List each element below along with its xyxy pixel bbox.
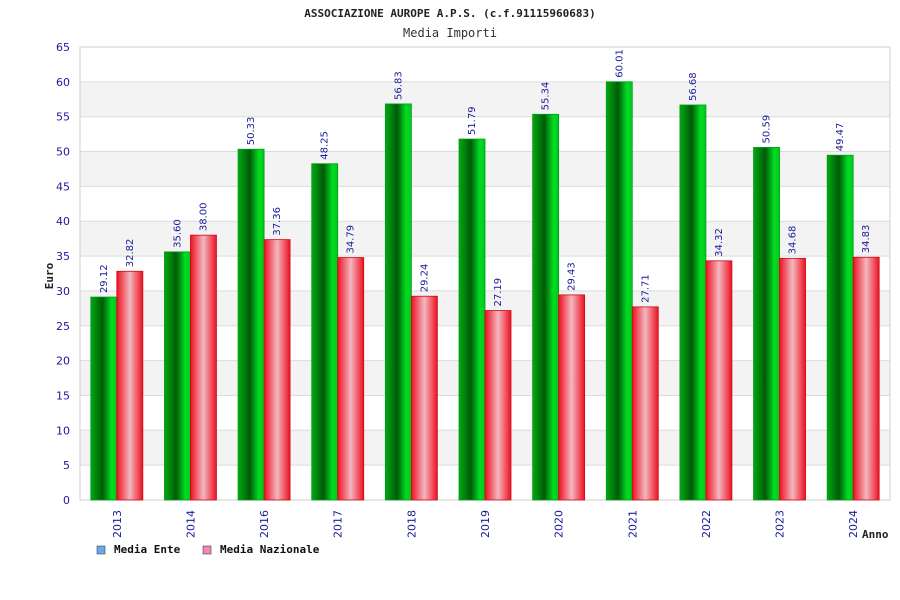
bar-media-ente-2018 [384,103,412,501]
value-label: 29.12 [99,264,110,293]
value-label: 50.33 [246,117,257,146]
value-label: 56.68 [688,72,699,101]
bar-media-ente-2020 [532,113,560,501]
y-tick-label: 55 [56,111,70,124]
value-label: 29.24 [419,264,430,293]
y-tick-label: 15 [56,389,70,402]
value-labels: 29.12 32.82 35.60 38.00 50.33 37.36 48.25 34.79… [99,49,872,306]
x-axis-label: Anno [862,528,889,541]
x-tick-label: 2019 [479,510,492,538]
value-label: 34.32 [714,228,725,257]
value-label: 34.79 [346,225,357,254]
x-tick-label: 2022 [700,510,713,538]
value-label: 27.71 [640,274,651,303]
y-tick-label: 40 [56,215,70,228]
grid-band [80,81,890,117]
x-tick-label: 2014 [184,510,197,538]
bar-media-ente-2019 [458,138,486,501]
legend-label-media-ente: Media Ente [114,543,181,556]
bar-media-nazionale-2021 [631,306,659,501]
bars [90,81,880,501]
bar-media-nazionale-2024 [852,256,880,501]
x-tick-label: 2023 [774,510,787,538]
y-axis-label: Euro [43,262,56,289]
bar-media-nazionale-2017 [337,257,365,501]
legend: Media Ente Media Nazionale [96,543,320,556]
value-label: 56.83 [393,71,404,100]
y-tick-label: 45 [56,180,70,193]
x-tick-label: 2020 [553,510,566,538]
value-label: 48.25 [320,131,331,160]
y-tick-label: 25 [56,320,70,333]
y-tick-label: 5 [63,459,70,472]
bar-media-nazionale-2020 [558,294,586,501]
y-tick-label: 10 [56,424,70,437]
bar-media-nazionale-2018 [410,295,438,501]
legend-swatch-media-nazionale [202,545,212,555]
chart-title: ASSOCIAZIONE AUROPE A.P.S. (c.f.91115960… [304,7,595,20]
bar-media-ente-2013 [90,296,118,501]
x-axis-ticks: 2013 2014 2016 2017 2018 2019 2020 2021 2022 2023… [111,510,860,538]
value-label: 32.82 [125,239,136,268]
x-tick-label: 2021 [626,510,639,538]
value-label: 51.79 [467,106,478,135]
value-label: 34.68 [788,226,799,255]
x-tick-label: 2018 [405,510,418,538]
value-label: 49.47 [835,123,846,152]
x-tick-label: 2016 [258,510,271,538]
bar-media-ente-2021 [605,81,633,501]
value-label: 60.01 [614,49,625,78]
value-label: 38.00 [198,203,209,232]
x-tick-label: 2013 [111,510,124,538]
bar-media-ente-2017 [311,163,339,501]
value-label: 37.36 [272,207,283,236]
value-label: 55.34 [541,82,552,111]
value-label: 50.59 [762,115,773,144]
value-label: 29.43 [567,262,578,291]
bar-media-ente-2023 [753,147,780,501]
legend-swatch-media-ente [96,545,106,555]
bar-media-ente-2014 [164,251,191,501]
bar-media-nazionale-2014 [190,234,217,501]
bar-media-nazionale-2019 [484,310,512,501]
bar-media-nazionale-2013 [116,270,144,501]
legend-label-media-nazionale: Media Nazionale [220,543,320,556]
value-label: 34.83 [861,225,872,254]
y-tick-label: 60 [56,76,70,89]
value-label: 27.19 [493,278,504,307]
bar-media-nazionale-2022 [705,260,733,501]
x-tick-label: 2024 [847,510,860,538]
x-tick-label: 2017 [332,510,345,538]
y-tick-label: 50 [56,146,70,159]
y-tick-label: 30 [56,285,70,298]
y-tick-label: 35 [56,250,70,263]
bar-media-ente-2022 [679,104,707,501]
bar-media-nazionale-2023 [779,257,806,501]
y-tick-label: 0 [63,494,70,507]
bar-media-ente-2016 [237,148,265,501]
y-tick-label: 65 [56,41,70,54]
bar-media-ente-2024 [826,154,854,501]
y-axis-ticks: 0 5 10 15 20 25 30 35 40 45 50 55 60 65 [56,41,70,507]
value-label: 35.60 [172,219,183,248]
y-tick-label: 20 [56,355,70,368]
bar-media-nazionale-2016 [263,239,291,501]
chart-subtitle: Media Importi [403,26,497,40]
